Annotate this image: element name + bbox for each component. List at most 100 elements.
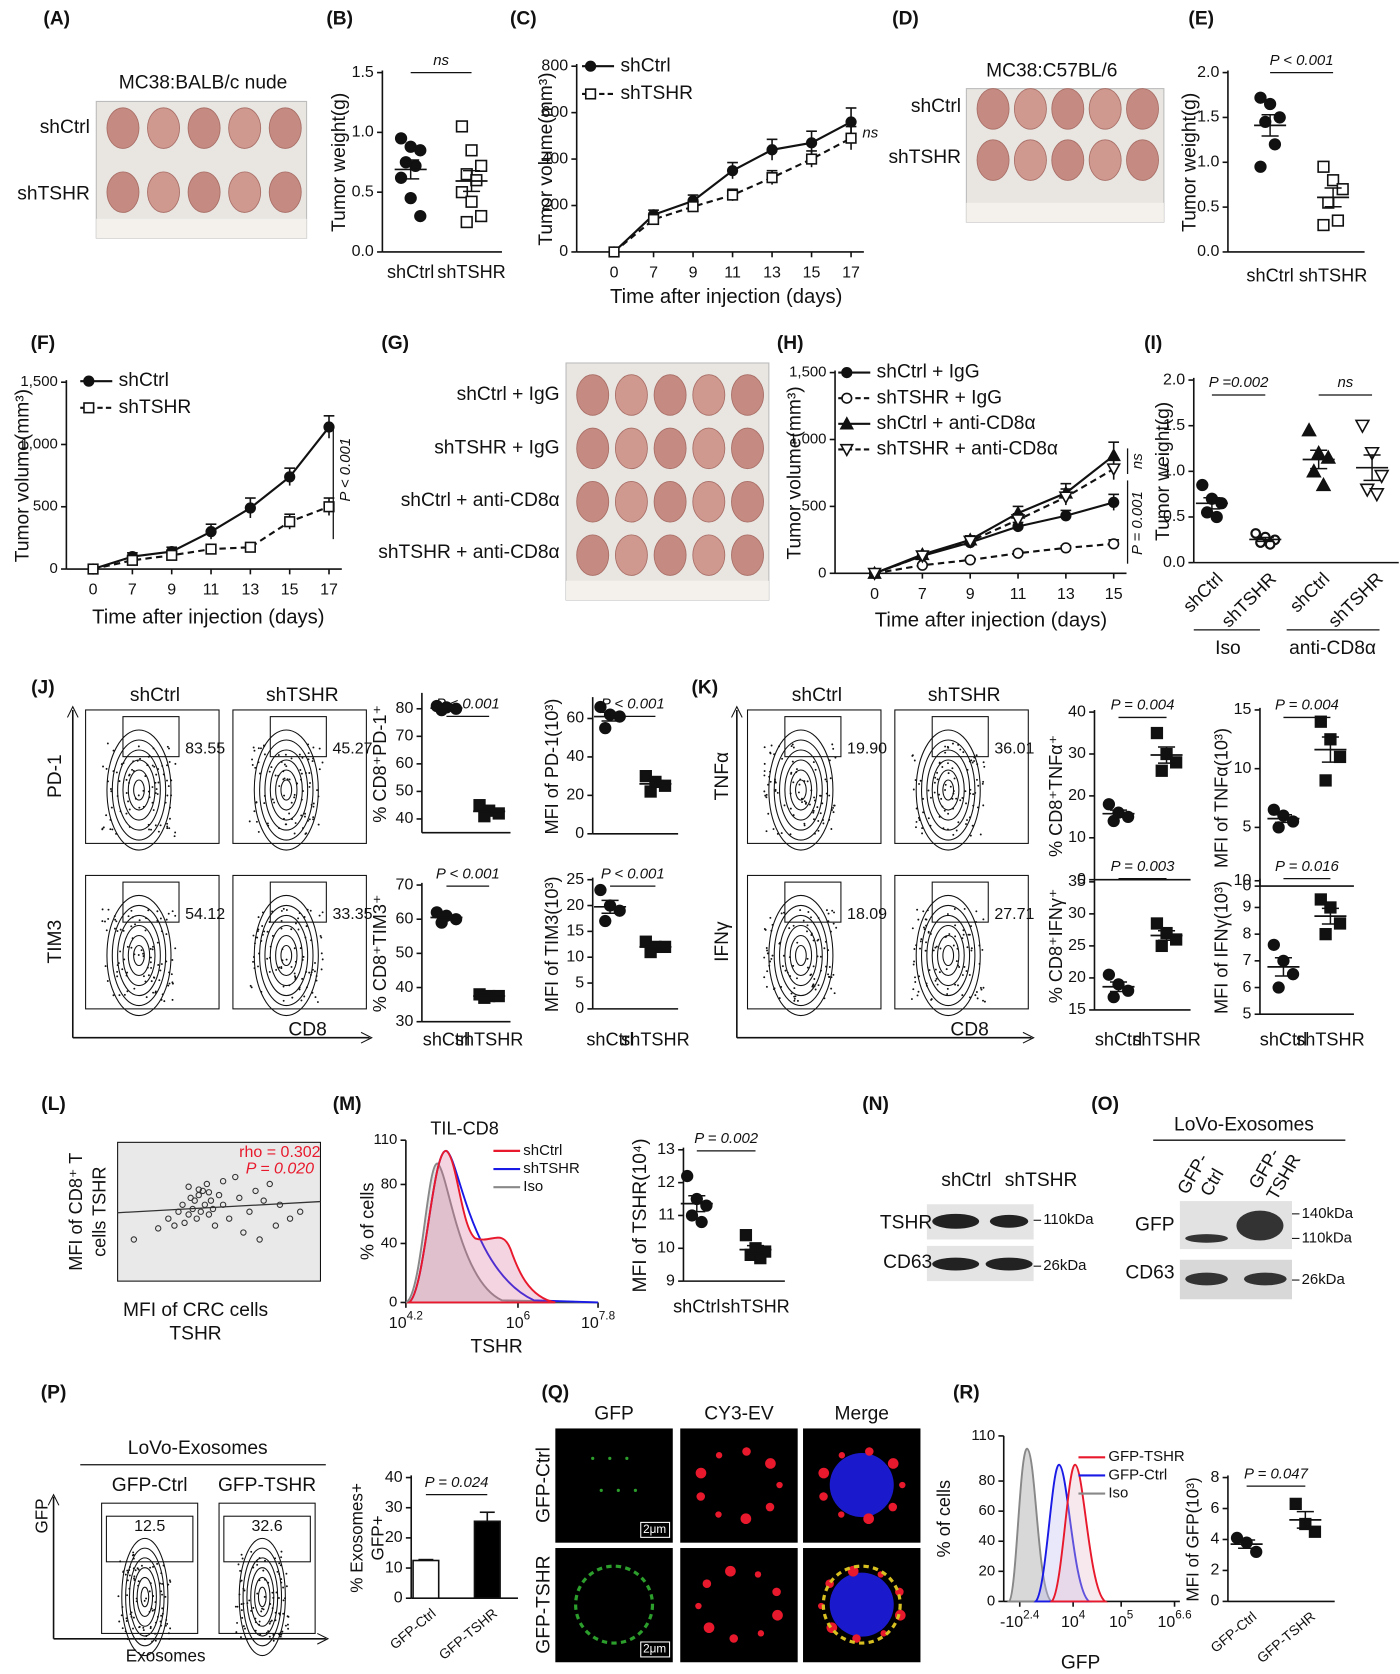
label: 19.90 [847,741,887,758]
gate [122,716,180,758]
event [831,743,834,746]
event [813,818,815,821]
event [290,757,293,760]
tumor [731,427,764,470]
tumor [653,534,687,576]
event [769,916,772,919]
x-tick-label: shCtrl [1179,569,1227,617]
event [137,1580,140,1583]
tumor [692,374,726,416]
event [828,976,831,978]
event [101,827,104,830]
density-curve [405,1162,599,1304]
event [291,996,294,999]
point [658,779,672,792]
point [1333,750,1347,764]
x-tick-label: shTSHR [621,1030,689,1050]
y-tick-label: 11 [658,1207,675,1224]
event [116,975,119,978]
tumor [576,534,610,576]
trend-line [117,1200,321,1214]
point [296,1208,304,1215]
gate [122,881,180,923]
contour [784,924,818,987]
contour [238,1537,286,1657]
contour [127,769,151,811]
event [764,794,767,797]
event [806,957,809,960]
ev-signal [865,1447,874,1456]
event [120,1614,123,1617]
event [831,909,834,912]
event [126,945,129,948]
y-tick-label: 30 [385,1499,403,1516]
event [169,817,171,820]
tick-exp: 7.8 [599,1309,616,1322]
density-curve [1033,1463,1093,1603]
event [766,949,769,952]
point [189,1205,196,1213]
y-tick-label: 0 [559,243,568,260]
micrograph [555,1428,673,1543]
event [927,930,930,933]
event [968,974,971,976]
event [774,788,777,791]
y-axis-label: Tumor volume(mm³) [13,389,34,562]
event [803,822,806,825]
event [252,934,255,937]
contour [795,944,807,967]
point [87,563,99,575]
event [981,948,984,951]
event [938,793,940,796]
point [478,810,491,823]
gfp-signal [625,1456,629,1460]
event [133,1577,135,1580]
point [845,132,857,144]
event [934,968,937,971]
event [830,987,833,990]
event [919,947,921,950]
bar [473,1520,501,1600]
annotation: P =0.002 [1209,374,1269,391]
gate [784,881,842,923]
point [465,195,478,208]
y-tick-label: 0 [987,1592,995,1609]
y-tick-label: 6 [1210,1500,1219,1517]
tumor [692,481,726,523]
density-curve [1049,1463,1109,1603]
y-tick-label: 0 [389,1293,397,1310]
event [962,929,965,932]
x-tick-label: GFP-TSHR [436,1605,501,1663]
contour [264,749,309,831]
event [953,908,956,910]
y-tick-label: 20 [1068,969,1086,986]
point [1308,1525,1322,1538]
event [912,788,915,791]
series-line [874,468,1115,575]
point [166,549,178,561]
point [323,421,335,433]
tumor [614,481,648,523]
event [283,794,286,797]
event [300,999,303,1002]
contour [127,934,151,977]
y-tick-label: 600 [541,104,568,121]
event [124,1573,127,1576]
tick-base: 10 [1061,1614,1079,1631]
label: GFP [1135,1215,1174,1236]
tumor [614,534,648,576]
ruler [966,202,1164,223]
contour [136,1576,154,1618]
tumor [576,427,610,470]
scatter-area [117,1141,322,1282]
contour [133,944,145,967]
annotation: P < 0.001 [436,696,500,713]
event [769,780,772,783]
event [970,947,973,950]
contour [250,1567,275,1627]
event [173,835,176,838]
event [965,802,967,805]
point [165,1215,172,1222]
event [137,745,140,748]
y-tick-label: 25 [566,871,584,888]
